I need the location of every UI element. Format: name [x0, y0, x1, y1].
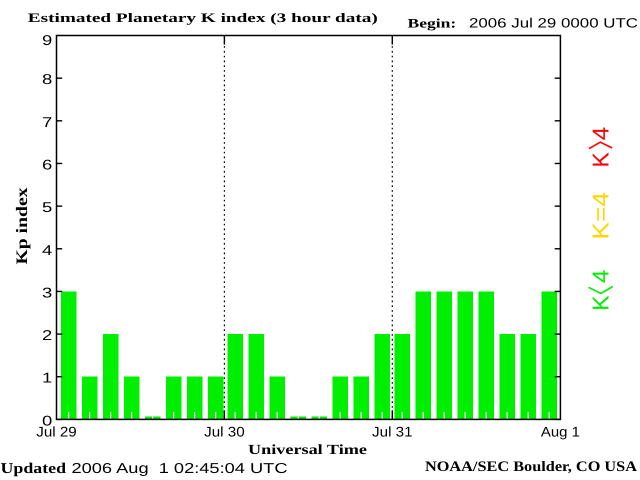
svg-text:4: 4 — [42, 243, 52, 259]
svg-text:4: 4 — [588, 126, 614, 140]
svg-text:Kp index: Kp index — [14, 188, 31, 265]
svg-text:Jul 29: Jul 29 — [36, 424, 77, 440]
svg-text:3: 3 — [42, 285, 52, 301]
svg-text:0: 0 — [42, 413, 52, 429]
svg-text:K=4: K=4 — [588, 192, 614, 240]
svg-text:Estimated Planetary K index (3: Estimated Planetary K index (3 hour data… — [28, 10, 378, 25]
svg-text:5: 5 — [42, 200, 52, 216]
svg-text:Aug 1: Aug 1 — [541, 424, 580, 440]
svg-text:NOAA/SEC Boulder, CO USA: NOAA/SEC Boulder, CO USA — [425, 459, 638, 475]
svg-text:2: 2 — [42, 328, 52, 344]
svg-text:1: 1 — [42, 371, 52, 387]
svg-text:Universal Time: Universal Time — [248, 443, 367, 458]
svg-text:K: K — [588, 295, 614, 311]
svg-text:7: 7 — [42, 115, 52, 131]
svg-text:8: 8 — [42, 72, 52, 88]
svg-text:Jul 30: Jul 30 — [204, 424, 245, 440]
svg-text:Jul 31: Jul 31 — [372, 424, 413, 440]
svg-text:2006 Aug 1 02:45:04 UTC: 2006 Aug 1 02:45:04 UTC — [72, 461, 288, 477]
svg-text:4: 4 — [588, 269, 614, 283]
svg-text:6: 6 — [42, 158, 52, 174]
svg-text:Begin:: Begin: — [408, 16, 457, 31]
svg-text:9: 9 — [42, 33, 52, 49]
svg-text:K: K — [588, 152, 614, 168]
svg-text:Updated: Updated — [1, 461, 67, 477]
svg-text:2006 Jul 29 0000 UTC: 2006 Jul 29 0000 UTC — [469, 16, 638, 31]
